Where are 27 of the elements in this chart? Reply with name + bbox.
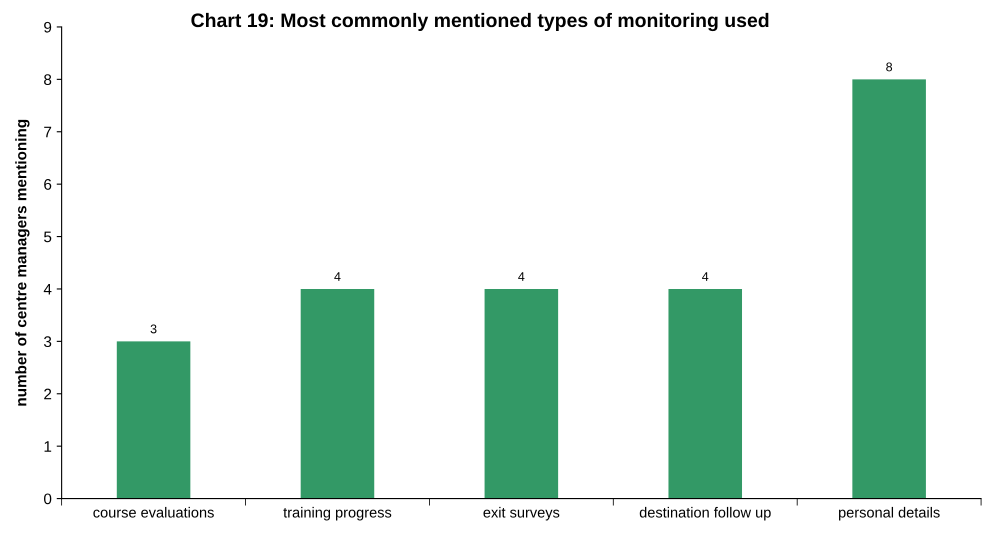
bar (300, 288, 374, 499)
data-label: 3 (150, 324, 156, 334)
x-tick-label: personal details (839, 506, 940, 521)
bar (484, 288, 558, 499)
y-tick-label: 0 (44, 493, 52, 504)
y-tick-label: 2 (44, 388, 52, 400)
y-tick-label: 4 (44, 284, 52, 294)
bar (668, 288, 742, 499)
y-tick-label: 9 (44, 22, 52, 33)
y-tick-label: 6 (44, 179, 52, 190)
chart-title: Chart 19: Most commonly mentioned types of monitoring used (191, 12, 768, 32)
data-label: 4 (334, 272, 341, 281)
x-tick-label: course evaluations (93, 506, 214, 518)
data-label: 4 (702, 272, 708, 281)
data-label: 8 (886, 62, 892, 72)
y-tick-label: 5 (44, 232, 52, 242)
x-tick-label: exit surveys (483, 506, 560, 521)
x-tick-label: training progress (283, 506, 392, 521)
y-axis-title: number of centre managers mentioning (15, 120, 30, 406)
data-label: 4 (518, 272, 524, 281)
bar (116, 341, 190, 499)
y-tick-label: 1 (44, 441, 52, 452)
bar (852, 79, 926, 499)
y-tick-label: 7 (44, 126, 52, 138)
y-tick-label: 3 (44, 336, 52, 348)
y-tick-label: 8 (44, 74, 52, 86)
x-tick-label: destination follow up (640, 506, 771, 521)
